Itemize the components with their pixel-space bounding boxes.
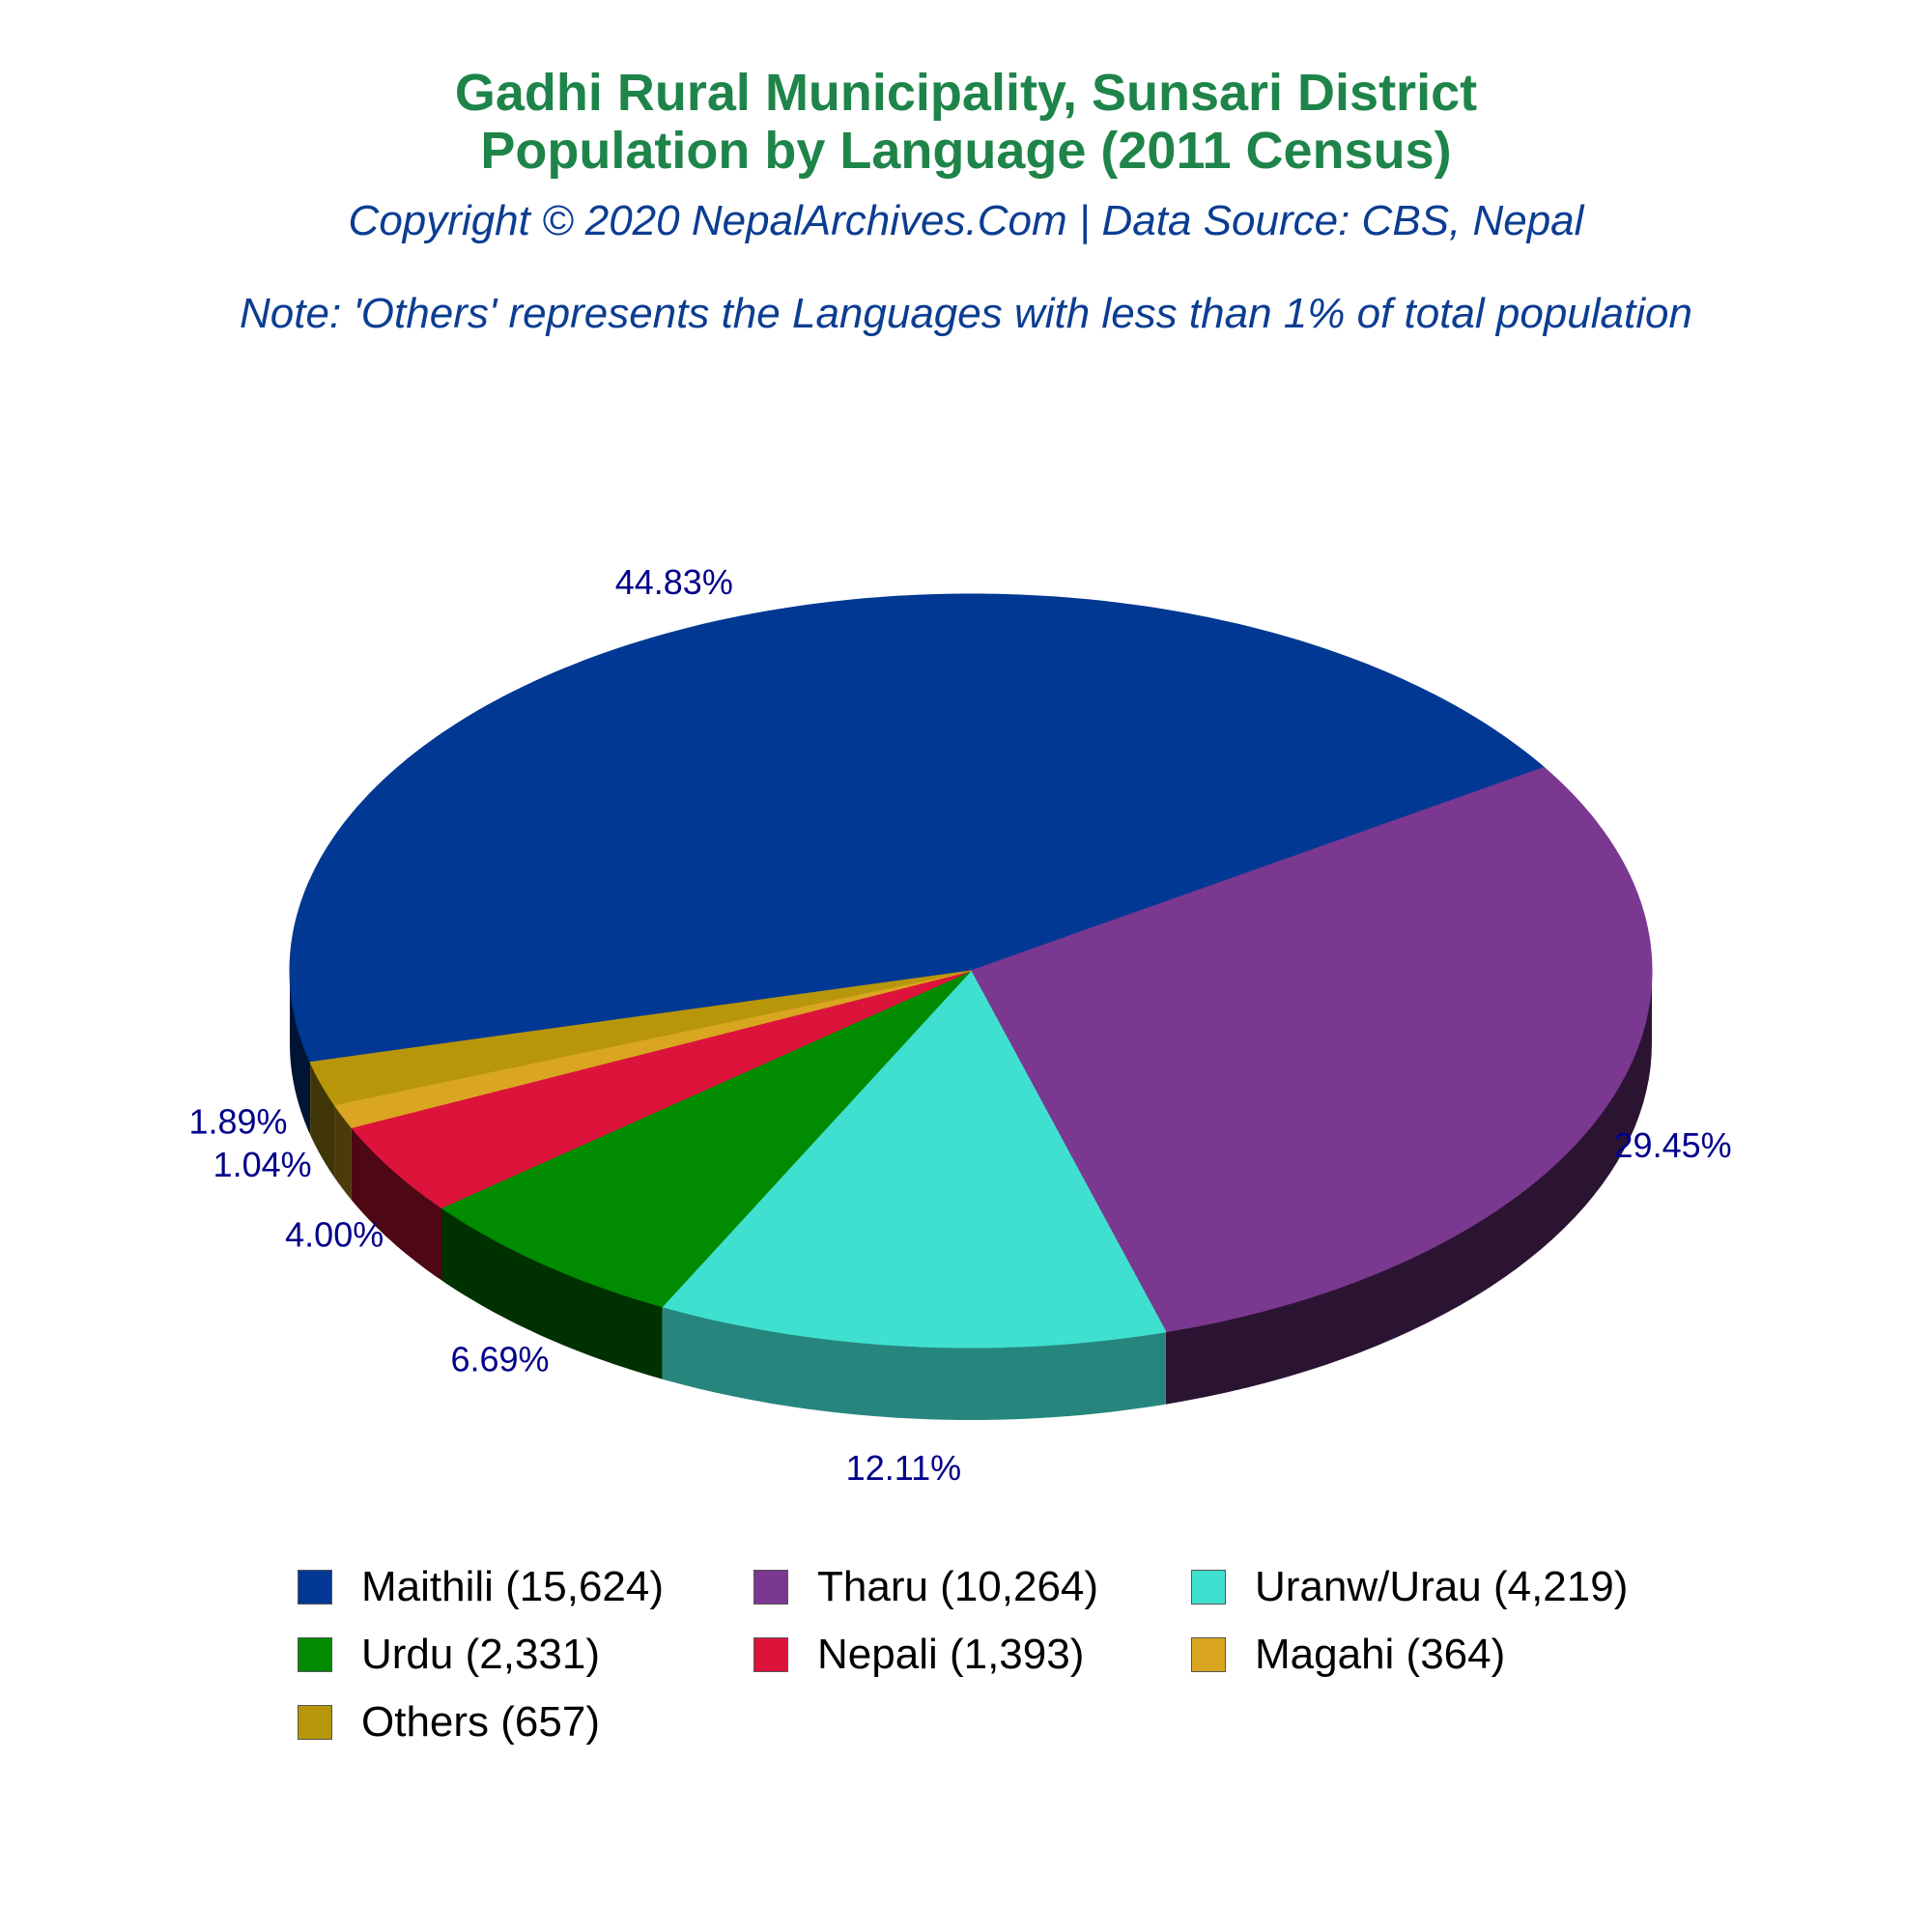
chart-title-line2: Population by Language (2011 Census) (480, 122, 1452, 180)
pie-slice-3 (440, 970, 972, 1308)
pie-slice-side-6 (310, 1062, 335, 1178)
legend-item: Uranw/Urau (4,219) (1191, 1563, 1628, 1611)
legend-swatch (1191, 1637, 1226, 1672)
legend-label: Tharu (10,264) (817, 1563, 1099, 1610)
pie-slice-side-5 (334, 1104, 352, 1201)
pie-slice-side-1 (1165, 971, 1652, 1405)
legend-swatch (298, 1570, 332, 1605)
pie-percent-label-0: 44.83% (615, 562, 733, 602)
pie-slice-side-0 (290, 971, 311, 1135)
legend-swatch (298, 1705, 332, 1740)
legend-swatch (753, 1570, 788, 1605)
pie-slice-0 (289, 593, 1546, 1064)
legend-swatch (1191, 1570, 1226, 1605)
pie-slice-side-2 (662, 1306, 1166, 1420)
chart-note: Note: 'Others' represents the Languages … (240, 290, 1692, 337)
pie-slices (289, 593, 1653, 1349)
legend-swatch (298, 1637, 332, 1672)
pie-slice-4 (350, 970, 972, 1208)
legend-item: Tharu (10,264) (753, 1563, 1098, 1611)
pie-side-walls (290, 971, 1652, 1420)
pie-labels: 44.83% 29.45% 12.11% 6.69% 4.00% 1.04% 1.89% (188, 562, 1731, 1488)
legend-item: Urdu (2,331) (298, 1631, 600, 1679)
chart-title: Gadhi Rural Municipality, Sunsari Distri… (454, 64, 1478, 122)
pie-percent-label-1: 29.45% (1614, 1125, 1732, 1165)
legend-item: Nepali (1,393) (753, 1631, 1084, 1679)
legend-label: Urdu (2,331) (361, 1631, 601, 1678)
legend-item: Others (657) (298, 1698, 600, 1747)
legend-label: Others (657) (361, 1698, 600, 1746)
legend-label: Magahi (364) (1255, 1631, 1506, 1678)
legend-item: Maithili (15,624) (298, 1563, 664, 1611)
pie-slice-side-3 (441, 1208, 663, 1379)
pie-percent-label-3: 6.69% (450, 1339, 549, 1378)
pie-percent-label-4: 4.00% (285, 1214, 384, 1254)
pie-slice-side-4 (351, 1127, 441, 1281)
pie-percent-label-6: 1.89% (188, 1101, 287, 1141)
pie-percent-label-5: 1.04% (213, 1145, 312, 1184)
pie-percent-label-2: 12.11% (846, 1448, 961, 1488)
pie-slice-6 (309, 970, 972, 1106)
legend-label: Nepali (1,393) (817, 1631, 1085, 1678)
legend-label: Uranw/Urau (4,219) (1255, 1563, 1629, 1610)
pie-slice-1 (970, 766, 1653, 1333)
pie-slice-5 (333, 970, 972, 1128)
chart-subtitle: Copyright © 2020 NepalArchives.Com | Dat… (348, 197, 1584, 244)
legend-item: Magahi (364) (1191, 1631, 1505, 1679)
legend-label: Maithili (15,624) (361, 1563, 665, 1610)
pie-slice-2 (661, 970, 1167, 1349)
legend-swatch (753, 1637, 788, 1672)
